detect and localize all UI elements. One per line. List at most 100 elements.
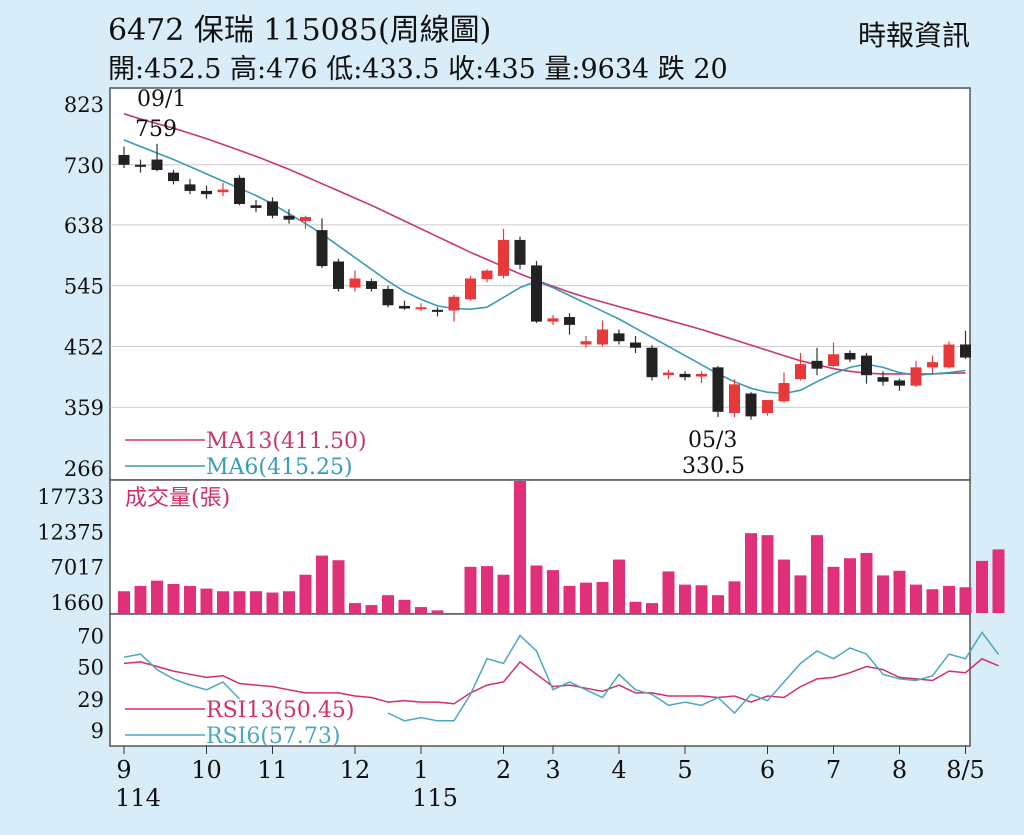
candle <box>300 215 311 229</box>
volume-bar <box>976 560 988 613</box>
x-tick-label: 8/5 <box>946 756 985 784</box>
candle <box>712 366 724 418</box>
candle-body <box>283 215 295 220</box>
x-tick-label: 10 <box>191 756 222 784</box>
candle-body <box>267 201 278 216</box>
volume-bar <box>844 558 856 613</box>
chart-title: 6472 保瑞 115085(周線圖) <box>108 13 491 48</box>
rsi-lines-layer <box>123 631 1000 722</box>
candle-body <box>448 296 460 311</box>
candle <box>745 392 757 420</box>
candle <box>267 197 278 219</box>
candle-body <box>415 307 427 310</box>
candle-body <box>795 364 806 380</box>
candle <box>531 260 542 323</box>
volume-bar <box>959 587 972 613</box>
candle <box>844 350 856 363</box>
candle <box>828 342 839 368</box>
x-year-label: 114 <box>115 784 161 812</box>
price-legend: MA13(411.50)MA6(415.25) <box>125 429 367 480</box>
volume-bar <box>745 533 757 613</box>
volume-bar <box>794 575 807 613</box>
volume-bar <box>332 560 345 613</box>
candle <box>597 320 608 347</box>
candle-body <box>861 355 872 376</box>
price-y-tick: 638 <box>64 214 104 238</box>
candle <box>250 200 262 212</box>
candle-body <box>168 172 179 182</box>
candle-body <box>135 164 146 167</box>
candle <box>547 315 559 325</box>
price-y-tick: 452 <box>64 335 104 359</box>
ma13-line <box>123 113 966 375</box>
candle <box>564 313 575 335</box>
volume-bar <box>629 601 642 613</box>
volume-bar <box>530 565 543 613</box>
candle <box>877 371 889 386</box>
candle <box>283 209 295 224</box>
rsi-legend-label: RSI13(50.45) <box>206 698 354 723</box>
rsi-y-ticks: 70 50 29 9 <box>77 625 104 744</box>
volume-bar <box>893 570 906 613</box>
rsi6-line <box>123 631 1000 722</box>
candle-body <box>910 367 922 386</box>
candle-body <box>481 270 493 280</box>
candle <box>448 294 460 322</box>
candle-body <box>679 373 691 378</box>
candle-body <box>547 318 559 322</box>
candle-body <box>597 329 608 345</box>
volume-bar <box>728 581 741 613</box>
candle <box>415 303 427 312</box>
low-value-label: 330.5 <box>682 454 745 479</box>
candle-body <box>828 354 839 367</box>
volume-bar <box>943 585 955 613</box>
rsi-y-tick: 50 <box>77 656 104 680</box>
volume-bar <box>349 603 361 613</box>
ma6-line <box>123 139 966 395</box>
volume-bar <box>712 595 724 613</box>
volume-bar <box>464 566 477 613</box>
volume-bar <box>646 603 658 613</box>
volume-bar <box>481 566 493 613</box>
candle <box>894 378 905 391</box>
candle-body <box>778 383 790 402</box>
candle-body <box>927 362 938 368</box>
volume-bar <box>233 591 246 613</box>
volume-bar <box>200 588 213 613</box>
volume-bar <box>382 595 394 613</box>
candle <box>960 330 971 359</box>
x-tick-label: 8 <box>892 756 907 784</box>
volume-bar <box>316 555 328 613</box>
candle-body <box>465 278 476 300</box>
volume-bar <box>662 571 675 613</box>
candle <box>630 335 641 353</box>
candle <box>118 146 130 169</box>
x-tick-label: 4 <box>611 756 626 784</box>
candle <box>382 285 394 308</box>
candle <box>795 352 806 381</box>
candle <box>514 236 526 270</box>
volume-bar <box>151 580 163 613</box>
candle <box>399 300 410 310</box>
candles-layer <box>118 143 971 420</box>
x-tick-label: 5 <box>677 756 692 784</box>
volume-y-ticks: 17733 12375 7017 1660 <box>37 485 104 615</box>
volume-bar <box>778 559 790 613</box>
volume-bar <box>910 584 922 613</box>
x-tick-label: 7 <box>826 756 841 784</box>
x-tick-label: 12 <box>340 756 371 784</box>
candle <box>465 275 476 301</box>
volume-title: 成交量(張) <box>125 486 230 511</box>
volume-bar <box>299 574 312 613</box>
volume-bar <box>431 610 444 613</box>
candle <box>663 369 674 380</box>
volume-bar <box>398 599 411 613</box>
candle-body <box>877 377 889 382</box>
volume-bar <box>761 535 774 613</box>
candle <box>696 371 707 384</box>
volume-bars-layer <box>118 481 1005 613</box>
candle-body <box>399 305 410 309</box>
volume-bar <box>992 549 1005 613</box>
